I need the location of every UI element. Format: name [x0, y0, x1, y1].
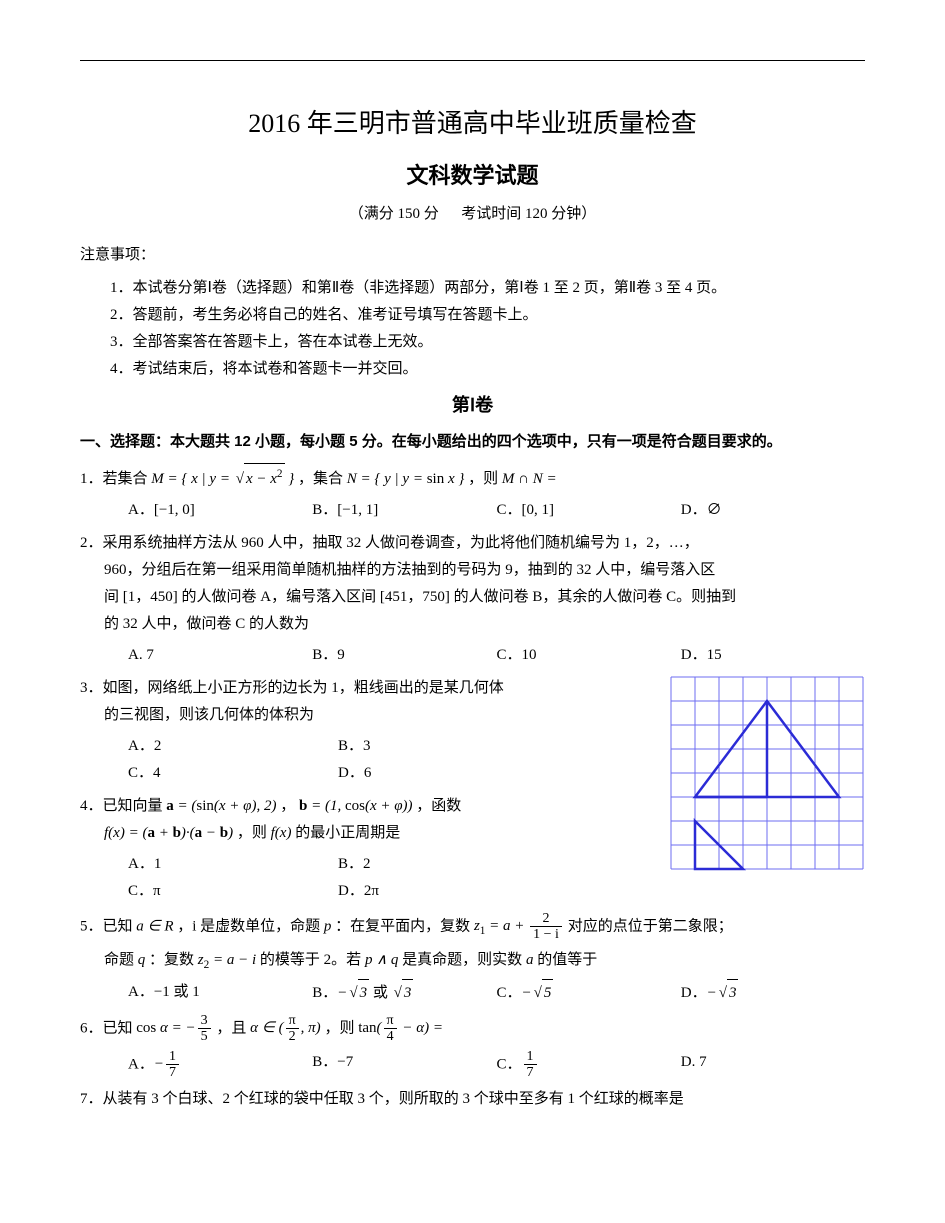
q5-line2a: 命题	[104, 952, 138, 968]
q1-stem-b: ，集合	[298, 471, 347, 487]
q1-choices: A．[−1, 0] B．[−1, 1] C．[0, 1] D．∅	[80, 497, 865, 524]
q5-choices: A．−1 或 1 B．−3 或 3 C．−5 D．−3	[80, 979, 865, 1007]
q5-stem-d: 对应的点位于第二象限；	[568, 918, 733, 934]
top-rule	[80, 60, 865, 61]
part1-heading: 第Ⅰ卷	[80, 389, 865, 421]
q2-line2: 960，分组后在第一组采用简单随机抽样的方法抽到的号码为 9，抽到的 32 人中…	[80, 557, 865, 584]
q4-A: A．1	[128, 851, 338, 878]
q4-line2b: 的最小正周期是	[295, 825, 400, 841]
question-1: 1．若集合 M = { x | y = x − x2 } ，集合 N = { y…	[80, 463, 865, 493]
notice-item-2: 2．答题前，考生务必将自己的姓名、准考证号填写在答题卡上。	[80, 302, 865, 329]
q5-line2b: ：复数	[149, 952, 198, 968]
q5-line2c: 的模等于 2。若	[260, 952, 365, 968]
q5-z2: z2 = a − i	[198, 952, 256, 968]
question-7: 7．从装有 3 个白球、2 个红球的袋中任取 3 个，则所取的 3 个球中至多有…	[80, 1086, 865, 1113]
section1-instructions: 一、选择题：本大题共 12 小题，每小题 5 分。在每小题给出的四个选项中，只有…	[80, 428, 865, 455]
q5-z1: z1 = a + 21 − i	[474, 918, 564, 934]
q5-stem-b: ，i 是虚数单位，命题	[177, 918, 324, 934]
full-score: （满分 150 分	[349, 206, 439, 222]
question-4: 4．已知向量 a = (sin(x + φ), 2) ， b = (1, cos…	[80, 793, 865, 847]
q6-choices: A．−17 B．−7 C．17 D. 7	[80, 1049, 865, 1081]
notice-item-3: 3．全部答案答在答题卡上，答在本试卷上无效。	[80, 329, 865, 356]
q6-A: A．−17	[128, 1049, 312, 1081]
q6-stem-a: 6．已知	[80, 1020, 136, 1036]
q4-B: B．2	[338, 851, 548, 878]
q4-stem-c: ，函数	[416, 798, 461, 814]
q2-A: A. 7	[128, 642, 312, 669]
q4-vec-b: b = (1, cos(x + φ))	[299, 798, 413, 814]
q5-a: a	[526, 952, 534, 968]
q6-cos: cos α = −35	[136, 1020, 212, 1036]
q4-choices: A．1 B．2 C．π D．2π	[80, 851, 548, 905]
q3-C: C．4	[128, 760, 338, 787]
q2-line4: 的 32 人中，做问卷 C 的人数为	[80, 611, 865, 638]
q5-A: A．−1 或 1	[128, 979, 312, 1007]
page-title: 2016 年三明市普通高中毕业班质量检查	[80, 101, 865, 148]
q4-fx: f(x)	[271, 825, 292, 841]
q5-pandq: p ∧ q	[365, 952, 398, 968]
q6-alpha-in: α ∈ (π2, π)	[250, 1020, 321, 1036]
q6-D: D. 7	[681, 1049, 865, 1081]
question-3: 3．如图，网络纸上小正方形的边长为 1，粗线画出的是某几何体 的三视图，则该几何…	[80, 675, 865, 729]
q5-line2e: 的值等于	[537, 952, 597, 968]
q4-line2a: ，则	[237, 825, 271, 841]
q3-choices: A．2 B．3 C．4 D．6	[80, 733, 548, 787]
q4-vec-a: a = (sin(x + φ), 2)	[166, 798, 276, 814]
question-2: 2．采用系统抽样方法从 960 人中，抽取 32 人做问卷调查，为此将他们随机编…	[80, 530, 865, 638]
q6-tan: tan(π4 − α) =	[358, 1020, 443, 1036]
q1-stem-a: 1．若集合	[80, 471, 151, 487]
q4-stem-b: ，	[280, 798, 295, 814]
notice-label: 注意事项：	[80, 242, 865, 269]
q6-stem-b: ，且	[216, 1020, 250, 1036]
exam-time: 考试时间 120 分钟）	[461, 206, 596, 222]
q3-A: A．2	[128, 733, 338, 760]
question-6: 6．已知 cos α = −35 ，且 α ∈ (π2, π) ，则 tan(π…	[80, 1013, 865, 1045]
q2-D: D．15	[681, 642, 865, 669]
page-subject: 文科数学试题	[80, 156, 865, 196]
q1-stem-c: ，则	[468, 471, 502, 487]
q2-choices: A. 7 B．9 C．10 D．15	[80, 642, 865, 669]
exam-info: （满分 150 分 考试时间 120 分钟）	[80, 201, 865, 228]
q5-a-in-R: a ∈ R	[136, 918, 173, 934]
q6-B: B．−7	[312, 1049, 496, 1081]
q7-stem: 7．从装有 3 个白球、2 个红球的袋中任取 3 个，则所取的 3 个球中至多有…	[80, 1091, 684, 1107]
q1-D: D．∅	[681, 497, 865, 524]
q5-q: q	[138, 952, 146, 968]
notice-item-1: 1．本试卷分第Ⅰ卷（选择题）和第Ⅱ卷（非选择题）两部分，第Ⅰ卷 1 至 2 页，…	[80, 275, 865, 302]
q1-set-M: M = { x | y = x − x2 }	[151, 471, 294, 487]
q2-B: B．9	[312, 642, 496, 669]
q4-stem-a: 4．已知向量	[80, 798, 166, 814]
q6-C: C．17	[497, 1049, 681, 1081]
q5-C: C．−5	[497, 979, 681, 1007]
q2-line3: 间 [1，450] 的人做问卷 A，编号落入区间 [451，750] 的人做问卷…	[80, 584, 865, 611]
question-5: 5．已知 a ∈ R ，i 是虚数单位，命题 p ：在复平面内，复数 z1 = …	[80, 911, 865, 975]
q4-C: C．π	[128, 878, 338, 905]
q4-D: D．2π	[338, 878, 548, 905]
q3-line1: 3．如图，网络纸上小正方形的边长为 1，粗线画出的是某几何体	[80, 675, 865, 702]
q1-B: B．[−1, 1]	[312, 497, 496, 524]
q3-D: D．6	[338, 760, 548, 787]
q2-C: C．10	[497, 642, 681, 669]
q1-intersect: M ∩ N =	[502, 471, 557, 487]
q6-stem-c: ，则	[324, 1020, 358, 1036]
q5-stem-a: 5．已知	[80, 918, 136, 934]
q5-stem-c: ：在复平面内，复数	[335, 918, 474, 934]
q2-line1: 2．采用系统抽样方法从 960 人中，抽取 32 人做问卷调查，为此将他们随机编…	[80, 530, 865, 557]
q3-B: B．3	[338, 733, 548, 760]
notice-item-4: 4．考试结束后，将本试卷和答题卡一并交回。	[80, 356, 865, 383]
q3-line2: 的三视图，则该几何体的体积为	[80, 702, 865, 729]
q1-set-N: N = { y | y = sin x }	[347, 471, 465, 487]
q1-A: A．[−1, 0]	[128, 497, 312, 524]
q5-B: B．−3 或 3	[312, 979, 496, 1007]
q4-func: f(x) = (a + b)·(a − b)	[104, 825, 233, 841]
q1-C: C．[0, 1]	[497, 497, 681, 524]
q5-line2d: 是真命题，则实数	[402, 952, 526, 968]
q5-D: D．−3	[681, 979, 865, 1007]
q5-p: p	[324, 918, 332, 934]
